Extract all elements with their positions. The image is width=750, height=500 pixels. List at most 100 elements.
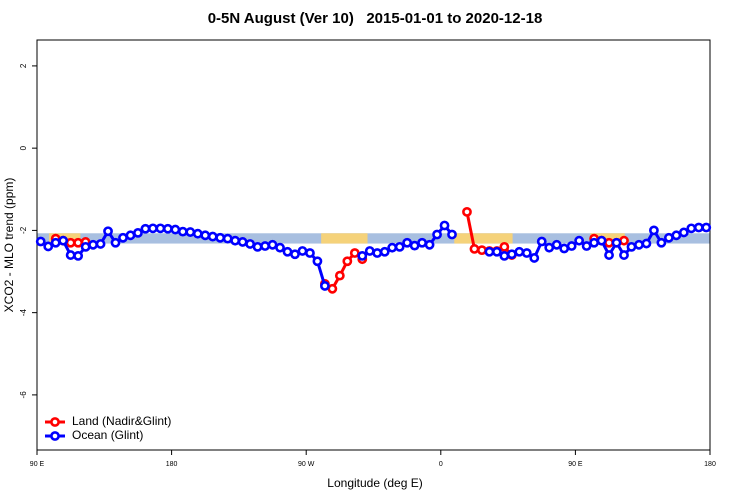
point xyxy=(312,256,323,267)
chart-title: 0-5N August (Ver 10) 2015-01-01 to 2020-… xyxy=(208,10,543,27)
point xyxy=(678,227,689,238)
legend-marker xyxy=(50,431,60,441)
series xyxy=(35,220,712,291)
point xyxy=(65,237,76,248)
point xyxy=(200,230,211,241)
point xyxy=(95,239,106,249)
point xyxy=(394,241,405,252)
point xyxy=(604,250,614,260)
point xyxy=(536,236,547,247)
point xyxy=(551,239,562,250)
point xyxy=(155,223,166,234)
point xyxy=(477,245,487,256)
series xyxy=(50,206,629,294)
y-tick-label: -4 xyxy=(19,309,28,317)
point xyxy=(125,230,136,241)
point xyxy=(357,250,368,261)
point xyxy=(604,237,614,248)
point xyxy=(88,239,98,250)
point xyxy=(364,246,375,256)
point xyxy=(559,243,570,254)
point xyxy=(110,237,121,248)
point xyxy=(73,237,84,248)
point xyxy=(491,246,502,257)
point xyxy=(693,222,704,233)
point xyxy=(252,241,263,252)
point xyxy=(439,220,450,231)
ocean-band xyxy=(37,233,710,244)
point xyxy=(574,235,585,246)
point xyxy=(462,206,472,217)
point xyxy=(260,241,270,251)
point xyxy=(162,223,173,234)
point xyxy=(140,223,151,234)
point xyxy=(349,248,360,258)
x-axis-label: Longitude (deg E) xyxy=(327,476,422,490)
point xyxy=(43,241,54,252)
point xyxy=(334,270,345,281)
point xyxy=(521,248,532,258)
point xyxy=(619,250,629,260)
x-tick-label: 0 xyxy=(439,461,443,468)
point xyxy=(566,241,577,251)
point xyxy=(626,241,637,252)
point xyxy=(544,242,555,253)
land-band xyxy=(454,233,513,244)
point xyxy=(118,232,128,243)
point xyxy=(402,237,413,248)
point xyxy=(686,223,697,234)
point xyxy=(649,225,659,236)
point xyxy=(499,250,510,261)
point xyxy=(35,236,46,247)
y-tick-label: 2 xyxy=(19,63,28,68)
point xyxy=(447,229,457,240)
point xyxy=(484,246,495,257)
point xyxy=(305,248,315,258)
point xyxy=(297,246,308,256)
point xyxy=(192,228,203,239)
point xyxy=(641,238,652,249)
point xyxy=(237,237,248,247)
x-tick-label: 90 W xyxy=(298,461,315,468)
point xyxy=(499,241,510,252)
point xyxy=(387,242,398,253)
point xyxy=(469,244,480,254)
point xyxy=(133,227,143,238)
legend-label: Land (Nadir&Glint) xyxy=(72,414,171,428)
legend-label: Ocean (Glint) xyxy=(72,428,143,442)
point xyxy=(230,235,241,246)
point xyxy=(58,235,69,246)
point xyxy=(619,235,629,246)
point xyxy=(267,239,278,250)
point xyxy=(611,237,622,248)
point xyxy=(275,242,285,253)
point xyxy=(170,224,181,235)
point xyxy=(319,281,330,291)
point xyxy=(207,231,218,242)
point xyxy=(222,233,233,244)
x-tick-label: 90 E xyxy=(568,461,583,468)
point xyxy=(177,226,188,237)
point xyxy=(290,249,300,260)
point xyxy=(379,246,390,257)
point xyxy=(80,241,91,252)
point xyxy=(671,230,682,241)
point xyxy=(50,237,61,248)
point xyxy=(701,222,712,233)
y-tick-label: -6 xyxy=(19,391,28,399)
land-band xyxy=(321,233,368,244)
x-tick-label: 180 xyxy=(166,461,178,468)
point xyxy=(663,232,674,243)
point xyxy=(185,227,196,237)
point xyxy=(417,237,428,248)
y-tick-label: 0 xyxy=(19,145,28,150)
x-tick-label: 90 E xyxy=(30,461,45,468)
point xyxy=(342,256,353,267)
point xyxy=(432,229,442,240)
point xyxy=(409,240,420,251)
y-tick-label: -2 xyxy=(19,226,28,234)
point xyxy=(656,237,667,248)
point xyxy=(634,239,644,250)
point xyxy=(514,246,525,257)
